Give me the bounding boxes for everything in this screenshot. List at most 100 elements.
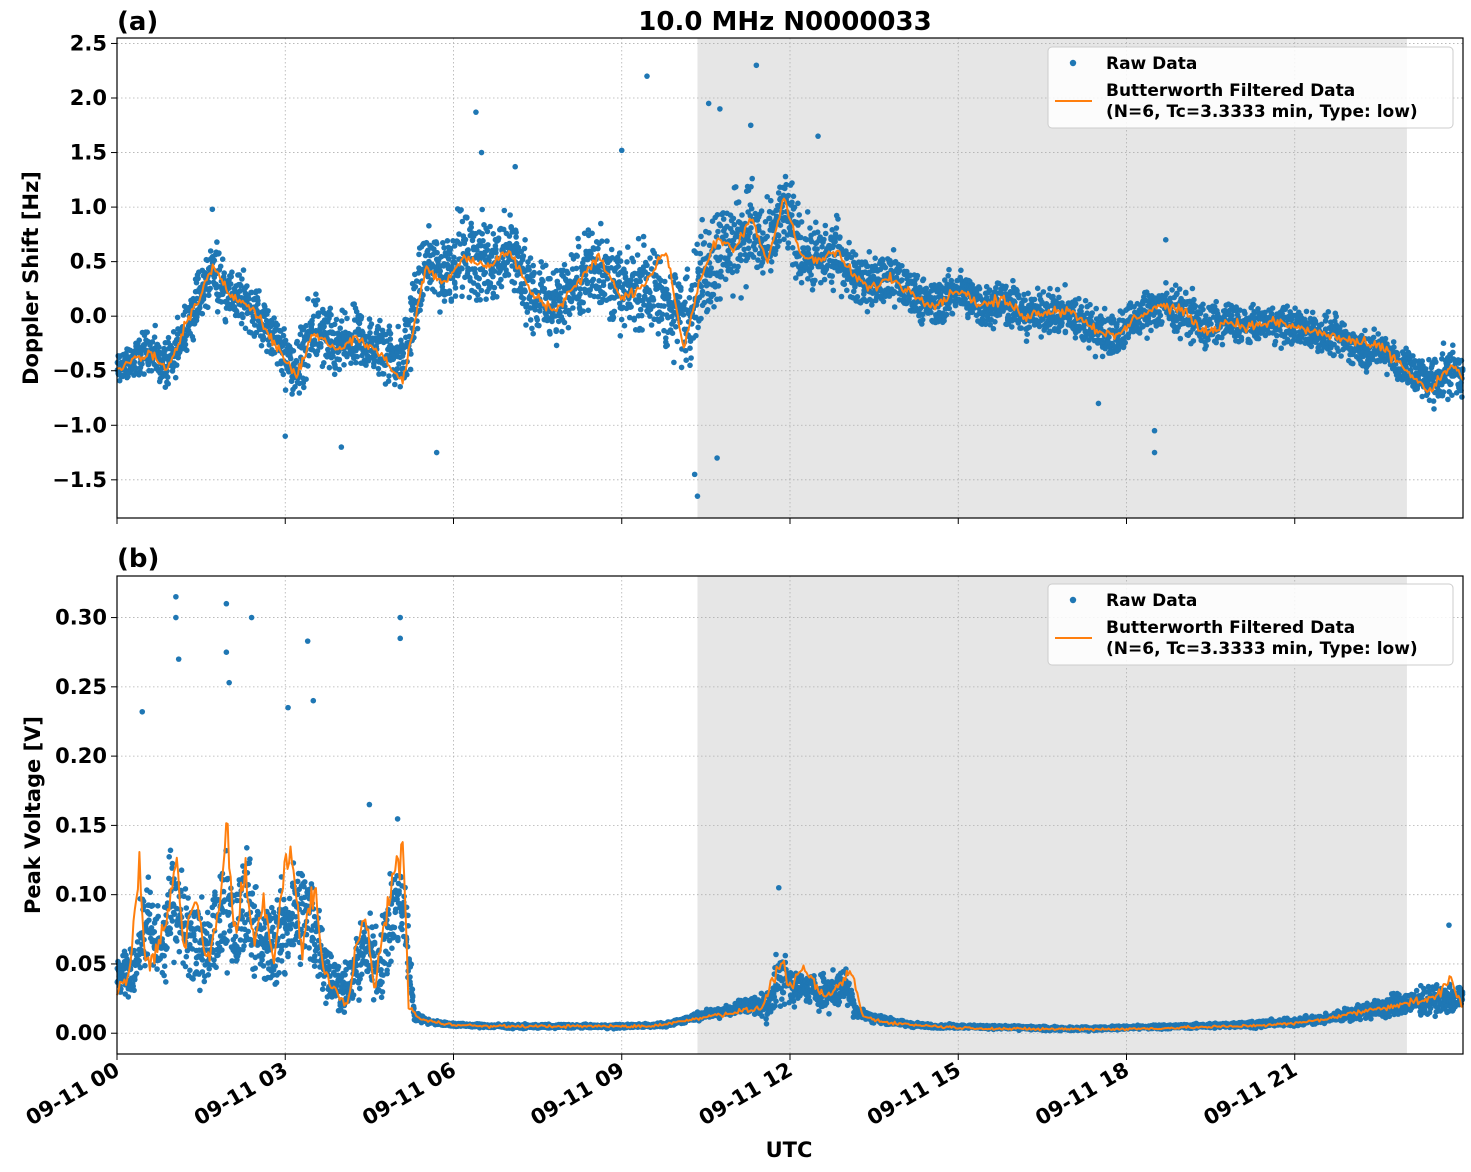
legend-label-filter-params-a: (N=6, Tc=3.3333 min, Type: low) bbox=[1106, 102, 1418, 122]
raw-point-a-1054 bbox=[437, 309, 443, 315]
raw-point-b-428 bbox=[245, 928, 251, 935]
raw-point-a-3021 bbox=[1038, 334, 1044, 340]
raw-point-a-2392 bbox=[846, 239, 852, 246]
raw-point-a-1186 bbox=[477, 297, 484, 303]
raw-point-a-2237 bbox=[798, 219, 805, 225]
raw-point-a-1688 bbox=[630, 258, 637, 265]
raw-point-a-2924 bbox=[1009, 324, 1015, 330]
raw-point-b-163 bbox=[164, 945, 170, 951]
raw-point-a-1815 bbox=[669, 330, 676, 337]
raw-point-a-4302 bbox=[1430, 398, 1437, 404]
raw-point-a-3518 bbox=[1190, 338, 1197, 344]
raw-point-a-1843 bbox=[678, 284, 684, 291]
raw-point-a-371 bbox=[227, 281, 234, 287]
raw-point-a-709 bbox=[331, 330, 337, 337]
raw-outlier-a-19 bbox=[1162, 237, 1169, 243]
raw-point-a-1974 bbox=[718, 268, 724, 275]
raw-point-a-1150 bbox=[466, 294, 473, 301]
raw-point-a-2140 bbox=[768, 259, 775, 265]
raw-point-a-550 bbox=[282, 387, 289, 393]
raw-point-a-1363 bbox=[531, 270, 537, 277]
raw-point-a-197 bbox=[174, 314, 181, 321]
raw-point-a-1462 bbox=[561, 261, 568, 268]
raw-point-a-224 bbox=[182, 341, 189, 348]
raw-point-a-3152 bbox=[1078, 304, 1085, 310]
raw-point-a-551 bbox=[282, 337, 289, 344]
raw-point-b-415 bbox=[241, 943, 247, 949]
raw-point-a-473 bbox=[258, 342, 265, 349]
raw-point-a-2336 bbox=[829, 273, 835, 279]
raw-point-a-366 bbox=[226, 285, 232, 292]
raw-outlier-a-6 bbox=[694, 493, 701, 499]
raw-point-a-1781 bbox=[658, 316, 665, 323]
raw-point-a-1383 bbox=[537, 308, 543, 314]
raw-point-b-366 bbox=[226, 909, 232, 916]
raw-point-a-351 bbox=[221, 270, 227, 276]
raw-point-a-2543 bbox=[891, 304, 898, 310]
raw-point-a-546 bbox=[281, 326, 287, 332]
raw-point-a-4108 bbox=[1371, 326, 1377, 333]
raw-point-a-727 bbox=[336, 356, 343, 363]
raw-point-a-2136 bbox=[768, 268, 774, 274]
raw-point-a-690 bbox=[325, 350, 332, 357]
raw-point-a-961 bbox=[408, 351, 414, 357]
raw-point-b-343 bbox=[219, 947, 225, 953]
raw-point-a-123 bbox=[151, 334, 158, 341]
raw-point-a-1197 bbox=[480, 238, 486, 244]
raw-point-a-278 bbox=[199, 310, 206, 317]
raw-point-a-1361 bbox=[530, 262, 536, 269]
raw-point-a-655 bbox=[314, 348, 321, 354]
raw-point-b-195 bbox=[174, 938, 180, 944]
raw-point-a-3712 bbox=[1250, 301, 1256, 308]
raw-point-a-2315 bbox=[822, 222, 829, 229]
raw-point-a-2340 bbox=[830, 287, 837, 294]
raw-point-a-2022 bbox=[733, 184, 739, 190]
raw-point-a-3009 bbox=[1034, 285, 1041, 292]
raw-point-a-1335 bbox=[522, 288, 528, 295]
raw-point-a-3549 bbox=[1200, 306, 1206, 313]
raw-point-a-2066 bbox=[746, 238, 753, 244]
raw-point-a-906 bbox=[391, 353, 398, 360]
raw-point-a-1821 bbox=[671, 359, 677, 366]
raw-point-a-544 bbox=[280, 332, 287, 339]
raw-point-a-494 bbox=[265, 308, 271, 314]
raw-point-a-2310 bbox=[821, 236, 827, 243]
raw-point-a-543 bbox=[280, 371, 287, 378]
raw-point-a-1401 bbox=[543, 262, 549, 269]
raw-point-a-431 bbox=[245, 295, 252, 302]
raw-point-a-858 bbox=[377, 317, 383, 324]
raw-point-a-2512 bbox=[882, 264, 889, 271]
raw-point-a-411 bbox=[240, 314, 246, 321]
raw-point-a-1193 bbox=[479, 206, 486, 213]
raw-point-a-1080 bbox=[444, 238, 451, 244]
raw-point-a-1506 bbox=[575, 235, 581, 242]
raw-point-a-1791 bbox=[662, 278, 668, 285]
raw-point-b-90 bbox=[142, 962, 148, 969]
raw-point-a-1991 bbox=[723, 232, 729, 238]
y-tick-label-a-8: 2.5 bbox=[70, 31, 107, 55]
raw-point-a-3222 bbox=[1099, 353, 1106, 360]
raw-point-a-1892 bbox=[693, 332, 699, 339]
raw-outlier-a-10 bbox=[747, 122, 754, 129]
raw-point-a-1207 bbox=[483, 296, 489, 303]
raw-point-a-3730 bbox=[1255, 335, 1262, 342]
raw-point-b-232 bbox=[185, 895, 191, 901]
raw-point-a-1279 bbox=[505, 272, 512, 278]
raw-point-b-425 bbox=[244, 845, 250, 851]
raw-point-a-1392 bbox=[540, 278, 546, 285]
raw-point-a-3493 bbox=[1183, 290, 1189, 297]
raw-point-a-115 bbox=[149, 339, 156, 345]
raw-point-a-2269 bbox=[808, 272, 814, 278]
raw-point-a-3101 bbox=[1062, 329, 1069, 336]
raw-point-a-1915 bbox=[699, 288, 706, 295]
raw-point-a-4310 bbox=[1433, 359, 1439, 365]
raw-point-a-1768 bbox=[655, 331, 662, 337]
raw-point-a-1704 bbox=[635, 235, 642, 242]
raw-point-a-854 bbox=[375, 324, 382, 331]
raw-point-a-2377 bbox=[841, 281, 848, 288]
raw-point-a-1743 bbox=[647, 255, 653, 261]
raw-point-a-2289 bbox=[814, 246, 820, 252]
raw-point-a-2928 bbox=[1010, 277, 1016, 284]
raw-point-a-1381 bbox=[536, 270, 543, 276]
raw-point-a-3985 bbox=[1333, 313, 1339, 320]
